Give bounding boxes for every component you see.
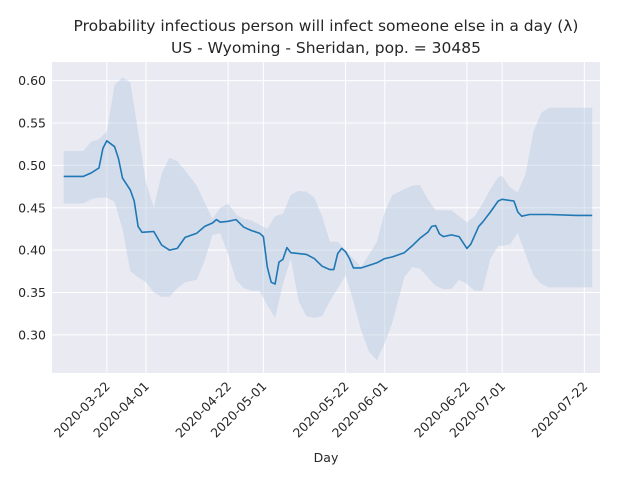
uncertainty-band — [63, 77, 593, 361]
y-tick-label: 0.50 — [18, 158, 46, 173]
y-tick-label: 0.55 — [18, 116, 46, 131]
y-tick-labels: 0.30 0.35 0.40 0.45 0.50 0.55 0.60 — [18, 73, 46, 342]
plot-background — [52, 62, 600, 373]
grid-lines — [52, 62, 600, 373]
y-tick-label: 0.60 — [18, 73, 46, 88]
y-tick-label: 0.45 — [18, 200, 46, 215]
y-tick-label: 0.30 — [18, 327, 46, 342]
chart-title: Probability infectious person will infec… — [74, 17, 579, 35]
x-tick-label: 2020-07-22 — [528, 379, 590, 441]
lambda-line — [63, 140, 593, 285]
chart-subtitle: US - Wyoming - Sheridan, pop. = 30485 — [171, 39, 481, 57]
x-axis-label: Day — [314, 450, 339, 465]
y-tick-label: 0.40 — [18, 243, 46, 258]
y-tick-label: 0.35 — [18, 285, 46, 300]
